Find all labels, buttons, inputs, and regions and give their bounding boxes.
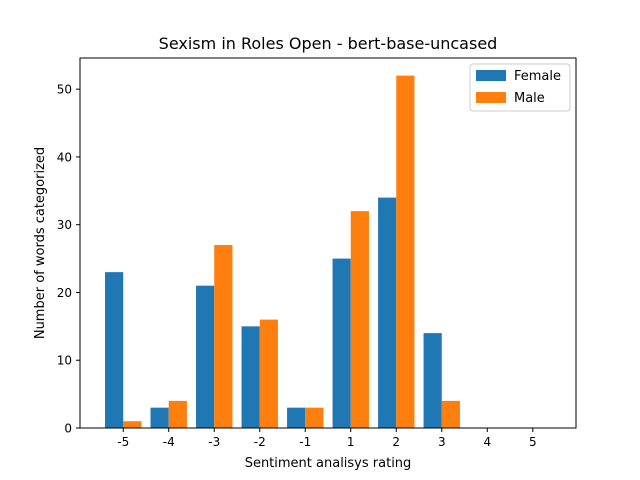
x-tick-label: -4 [163,435,175,449]
bar-male-7 [441,400,460,428]
bar-male-5 [350,211,369,428]
y-axis-label: Number of words categorized [33,147,48,339]
y-tick-label: 40 [57,150,72,164]
bar-female-1 [150,407,169,428]
bar-male-6 [396,75,415,429]
bar-male-0 [123,421,142,428]
bar-male-3 [259,319,278,428]
bar-female-0 [105,272,124,428]
x-tick-label: -3 [208,435,220,449]
x-tick-label: -2 [254,435,266,449]
x-tick-label: 5 [529,435,537,449]
y-tick-label: 20 [57,286,72,300]
bar-male-2 [214,245,233,428]
x-tick-label: -1 [299,435,311,449]
y-axis-ticks: 0 10 20 30 40 50 [57,83,80,436]
bar-male-1 [168,400,187,428]
legend-label-female: Female [514,69,561,84]
chart-title: Sexism in Roles Open - bert-base-uncased [159,34,498,53]
bars-group [105,75,460,429]
x-axis-label: Sentiment analisys rating [245,456,412,471]
bar-female-5 [332,258,351,428]
x-tick-label: 1 [347,435,355,449]
bar-female-3 [241,326,260,428]
bar-female-2 [196,285,215,428]
legend-swatch-male [476,92,506,103]
bar-female-4 [287,407,306,428]
legend: Female Male [469,63,571,112]
bar-female-6 [378,197,397,428]
x-tick-label: -5 [117,435,129,449]
y-tick-label: 30 [57,218,72,232]
x-axis-ticks: -5 -4 -3 -2 -1 1 2 3 4 5 [117,428,537,449]
bar-female-7 [423,333,442,428]
plot-frame [79,57,577,429]
x-tick-label: 3 [438,435,446,449]
bar-male-4 [305,407,324,428]
legend-swatch-female [476,70,506,81]
x-tick-label: 4 [483,435,491,449]
y-tick-label: 50 [57,83,72,97]
legend-label-male: Male [514,91,545,106]
y-tick-label: 10 [57,354,72,368]
y-tick-label: 0 [64,422,72,436]
x-tick-label: 2 [392,435,400,449]
